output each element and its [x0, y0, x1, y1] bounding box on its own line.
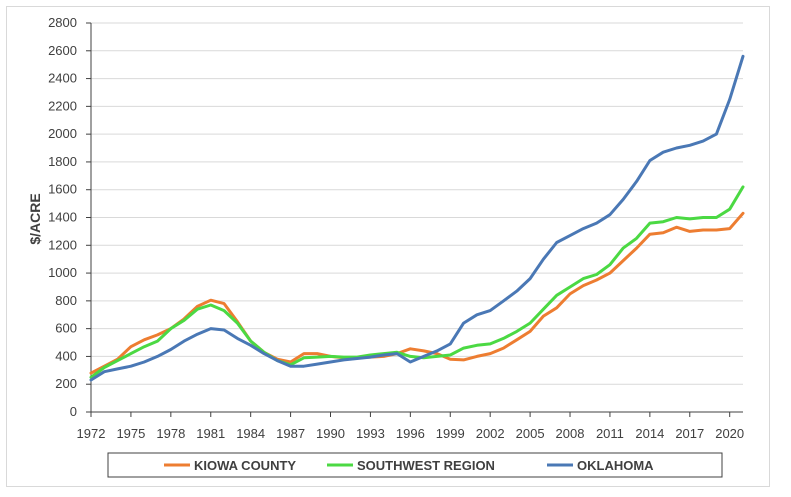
legend-label-kiowa-county: KIOWA COUNTY — [194, 458, 296, 473]
legend-label-oklahoma: OKLAHOMA — [577, 458, 654, 473]
y-tick-labels: 0 200 400 600 800 1000 1200 1400 1600 1800 2000 220… — [48, 15, 77, 419]
y-tick-label: 2400 — [48, 71, 77, 86]
series-line-kiowa-county — [89, 211, 745, 375]
series-line-southwest-region — [89, 185, 745, 379]
x-tick-label: 1975 — [116, 426, 145, 441]
x-tick-label: 1981 — [196, 426, 225, 441]
x-tick-label: 2014 — [635, 426, 664, 441]
y-tick-label: 1400 — [48, 210, 77, 225]
chart-frame: 0 200 400 600 800 1000 1200 1400 1600 1800 2000 220… — [6, 6, 770, 487]
y-tick-label: 1800 — [48, 154, 77, 169]
x-tick-label: 2017 — [675, 426, 704, 441]
x-tick-label: 2005 — [516, 426, 545, 441]
x-tick-label: 1984 — [236, 426, 265, 441]
x-tick-label: 1972 — [77, 426, 106, 441]
x-tick-label: 1978 — [156, 426, 185, 441]
y-tick-label: 1600 — [48, 182, 77, 197]
x-tick-label: 2008 — [556, 426, 585, 441]
y-tick-label: 600 — [55, 321, 77, 336]
legend: KIOWA COUNTY SOUTHWEST REGION OKLAHOMA — [107, 452, 723, 478]
series-lines — [89, 54, 745, 382]
axes — [86, 22, 743, 417]
y-axis-label: $/ACRE — [27, 193, 43, 244]
y-tick-label: 400 — [55, 348, 77, 363]
x-tick-label: 2020 — [715, 426, 744, 441]
y-tick-label: 2800 — [48, 15, 77, 30]
y-tick-label: 1200 — [48, 237, 77, 252]
x-tick-label: 1993 — [356, 426, 385, 441]
x-tick-label: 1987 — [276, 426, 305, 441]
y-tick-label: 0 — [70, 404, 77, 419]
y-tick-label: 2000 — [48, 126, 77, 141]
y-tick-label: 800 — [55, 293, 77, 308]
x-tick-label: 1990 — [316, 426, 345, 441]
x-tick-label: 1996 — [396, 426, 425, 441]
y-tick-label: 2200 — [48, 98, 77, 113]
y-tick-label: 200 — [55, 376, 77, 391]
x-tick-label: 2011 — [596, 426, 624, 441]
line-chart: 0 200 400 600 800 1000 1200 1400 1600 1800 2000 220… — [27, 15, 745, 478]
legend-label-southwest-region: SOUTHWEST REGION — [357, 458, 495, 473]
y-tick-label: 2600 — [48, 43, 77, 58]
series-line-oklahoma — [89, 54, 745, 382]
x-tick-label: 2002 — [476, 426, 505, 441]
x-tick-label: 1999 — [436, 426, 465, 441]
grid-lines — [91, 22, 743, 385]
y-tick-label: 1000 — [48, 265, 77, 280]
x-tick-labels: 1972 1975 1978 1981 1984 1987 1990 1993 1996 1999… — [77, 426, 745, 441]
legend-box — [107, 452, 723, 478]
